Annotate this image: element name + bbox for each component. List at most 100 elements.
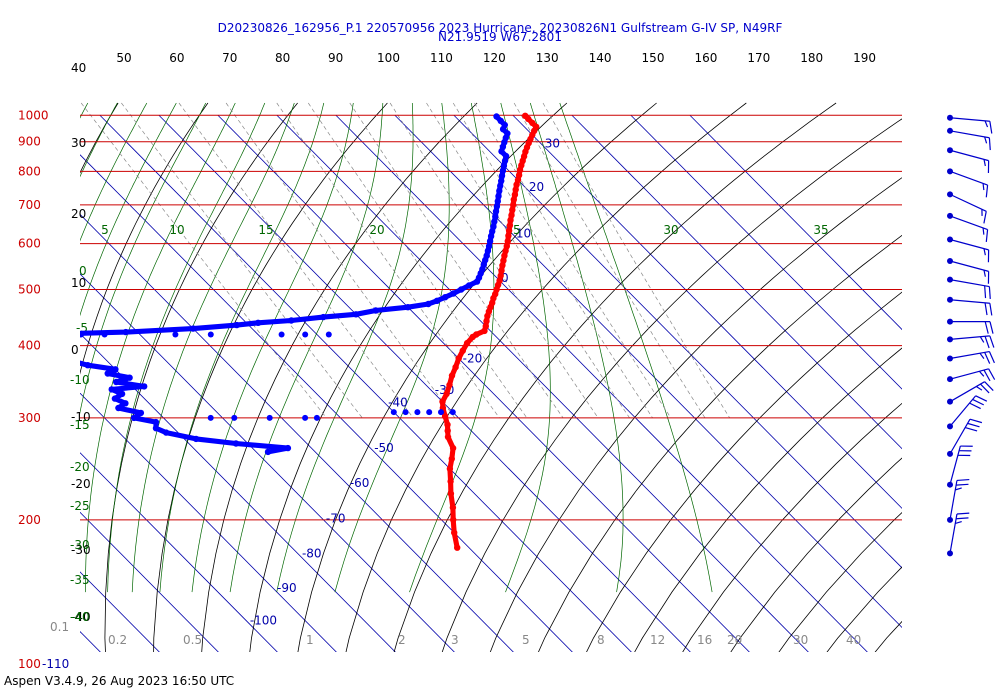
dry-adiabat-line: [634, 347, 902, 652]
wind-barb-feather: [956, 512, 970, 515]
wind-barb: [947, 258, 990, 284]
dewpoint-scatter-point: [402, 409, 409, 416]
isotherm-label: -20: [463, 351, 483, 365]
top-axis-tick-label: 190: [853, 51, 876, 65]
height-tick-label: -10: [71, 410, 91, 424]
top-axis-tick-label: 100: [377, 51, 400, 65]
dry-adiabat-line: [345, 102, 747, 652]
theta-e-top-label: 10: [169, 223, 184, 237]
theta-e-left-label: 0: [79, 264, 87, 278]
top-axis-tick-label: 90: [328, 51, 343, 65]
dewpoint-scatter-point: [414, 409, 421, 416]
dewpoint-scatter-series: [19, 331, 456, 421]
wind-barb: [947, 168, 989, 198]
wind-barb: [947, 191, 987, 224]
theta-e-top-label: 35: [813, 223, 828, 237]
isotherm-label: -70: [326, 511, 346, 525]
wind-barb-feather: [979, 352, 985, 359]
wind-barb-feather: [984, 285, 987, 299]
dry-adiabat-line: [297, 102, 657, 652]
wind-barb-feather: [988, 351, 995, 364]
theta-e-left-label: -25: [70, 499, 90, 513]
dewpoint-scatter-point: [43, 332, 49, 338]
moist-adiabat-line: [107, 102, 266, 593]
isotherm-line: [512, 114, 902, 509]
wind-barb-feather: [984, 381, 994, 391]
wind-barb-feather: [989, 335, 995, 348]
pressure-tick-label: 700: [18, 198, 41, 212]
isotherm-line: [80, 213, 514, 652]
isotherm-line: [99, 114, 632, 652]
isotherm-line: [630, 114, 902, 390]
pressure-tick-label: 100: [18, 657, 41, 671]
wind-barb-feather: [956, 483, 969, 486]
mixing-ratio-line: [426, 102, 630, 419]
isotherm-label: 0: [501, 271, 509, 285]
chart-title: D20230826_162956_P.1 220570956 2023 Hurr…: [217, 21, 783, 35]
wind-barb-feather: [983, 248, 986, 256]
mixing-ratio-line: [178, 102, 414, 419]
wind-barb: [947, 276, 991, 299]
dewpoint-scatter-point: [172, 331, 179, 338]
wind-barb-staff: [949, 335, 990, 340]
dewpoint-scatter-point: [390, 409, 397, 416]
dry-adiabat-line: [80, 102, 119, 174]
dewpoint-point: [69, 358, 75, 364]
isotherm-line: [571, 114, 902, 450]
dry-adiabat-line: [586, 291, 902, 652]
temperature-series: [439, 112, 540, 551]
wind-barb-feather: [983, 211, 987, 224]
wind-barb: [947, 236, 990, 263]
top-axis-tick-label: 120: [483, 51, 506, 65]
isotherm-label: -90: [277, 581, 297, 595]
wind-barb: [947, 335, 995, 349]
dry-adiabat-line: [932, 103, 1000, 694]
isotherm-label: -60: [350, 476, 370, 490]
mixing-ratio-label: 1: [306, 633, 314, 647]
wind-barb-feather: [969, 418, 983, 424]
dry-adiabat-line: [201, 102, 478, 652]
height-tick-label: 30: [71, 136, 86, 150]
wind-barb-feather: [983, 269, 986, 277]
theta-e-top-label: 30: [663, 223, 678, 237]
wind-barb-feather: [956, 478, 970, 482]
wind-barb-staff: [949, 117, 990, 122]
wind-barb-feather: [972, 398, 985, 406]
theta-e-left-label: -5: [76, 321, 88, 335]
wind-barb-staff: [949, 130, 990, 139]
height-tick-label: -40: [71, 610, 91, 624]
wind-barb-feather: [985, 229, 989, 242]
pressure-tick-label: 1000: [18, 108, 49, 122]
isotherm-line: [689, 114, 902, 331]
wind-barb-feather: [989, 121, 993, 134]
dewpoint-point: [40, 335, 46, 341]
dry-adiabat-line: [393, 102, 837, 652]
wind-barb: [947, 114, 993, 134]
height-tick-label: 0: [71, 343, 79, 357]
wind-barb-feather: [980, 383, 990, 394]
mixing-ratio-label: 40: [846, 633, 861, 647]
top-axis-tick-label: 80: [275, 51, 290, 65]
pressure-tick-label: 800: [18, 164, 41, 178]
top-axis-tick-label: 140: [589, 51, 612, 65]
theta-e-left-label: -35: [70, 573, 90, 587]
wind-barb-staff: [949, 381, 985, 403]
wind-barb-staff: [949, 368, 989, 380]
pressure-tick-label: 600: [18, 237, 41, 251]
dewpoint-scatter-point: [19, 332, 25, 338]
mixing-ratio-label: 20: [727, 633, 742, 647]
wind-barb-feather: [983, 159, 986, 167]
height-tick-label: 20: [71, 207, 86, 221]
mixing-ratio-line: [474, 102, 672, 419]
wind-barb-feather: [983, 369, 991, 382]
dewpoint-series: [40, 113, 511, 456]
isotherm-label: 10: [516, 226, 531, 240]
wind-barb-feather: [988, 286, 991, 299]
wind-barb-feather: [984, 120, 989, 128]
wind-barb: [947, 512, 970, 557]
dry-adiabat-line: [104, 102, 298, 652]
mixing-ratio-line: [80, 102, 327, 419]
isotherm-label: 20: [529, 180, 544, 194]
isotherm-line: [394, 114, 902, 629]
isotherm-line: [335, 114, 868, 652]
